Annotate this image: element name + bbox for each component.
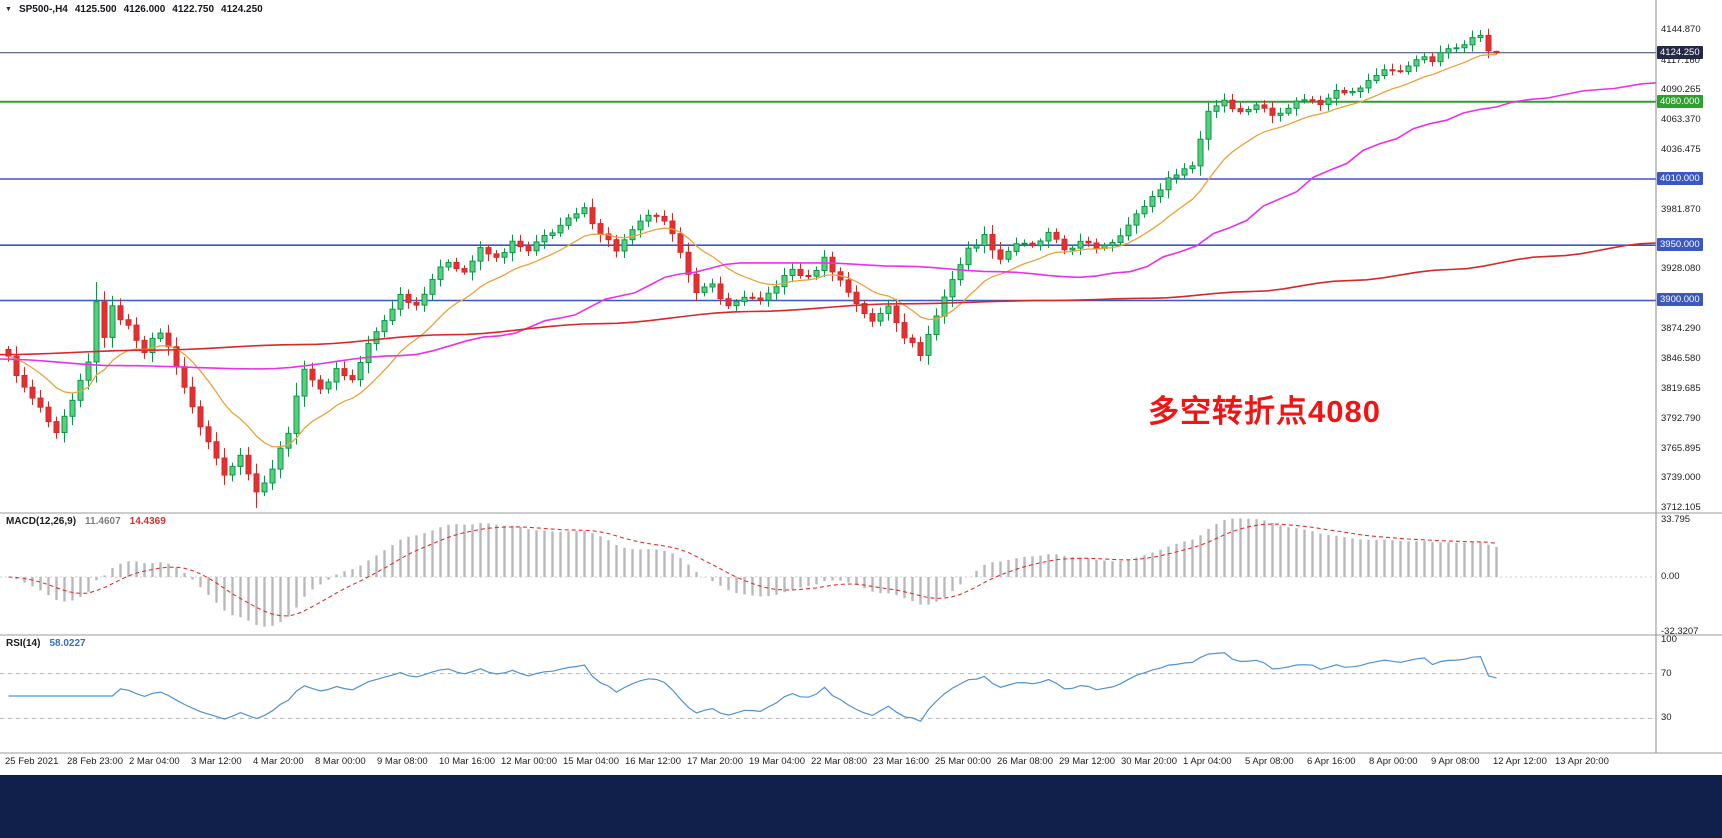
price-axis-tick: 4036.475 (1661, 143, 1701, 155)
price-tag-4124.250: 4124.250 (1657, 45, 1703, 59)
rsi-indicator-title: RSI(14) (6, 638, 41, 649)
rsi-axis-tick: 70 (1661, 667, 1672, 679)
price-axis[interactable]: 4144.870 4117.160 4090.265 4063.370 4036.475… (1656, 0, 1722, 754)
ma-medium-line[interactable] (0, 82, 1657, 370)
price-axis-tick: 4063.370 (1661, 114, 1701, 126)
time-axis-label: 17 Mar 20:00 (687, 756, 743, 767)
time-axis-label: 28 Feb 23:00 (67, 756, 123, 767)
price-tag-3900.000: 3900.000 (1657, 293, 1703, 307)
time-axis-label: 12 Mar 00:00 (501, 756, 557, 767)
time-axis-label: 30 Mar 20:00 (1121, 756, 1177, 767)
time-axis-label: 22 Mar 08:00 (811, 756, 867, 767)
time-axis-label: 2 Mar 04:00 (129, 756, 180, 767)
bar-low-value: 4122.750 (172, 4, 215, 15)
time-axis-label: 19 Mar 04:00 (749, 756, 805, 767)
symbol-ohlc-info: ▼ SP500-,H4 4125.500 4126.000 4122.750 4… (5, 4, 263, 15)
time-axis-label: 4 Mar 20:00 (253, 756, 304, 767)
macd-main-value: 11.4607 (85, 516, 121, 527)
macd-histogram (15, 518, 1498, 627)
bottom-bar (0, 775, 1722, 838)
macd-signal-line (8, 523, 1497, 617)
time-axis-label: 23 Mar 16:00 (873, 756, 929, 767)
macd-axis-tick: -32.3207 (1661, 625, 1699, 637)
time-axis[interactable]: 25 Feb 2021 28 Feb 23:00 2 Mar 04:00 3 Mar … (0, 756, 1722, 774)
time-axis-label: 26 Mar 08:00 (997, 756, 1053, 767)
macd-axis-tick: 0.00 (1661, 571, 1680, 582)
time-axis-label: 8 Mar 00:00 (315, 756, 366, 767)
time-axis-label: 25 Mar 00:00 (935, 756, 991, 767)
rsi-line (8, 652, 1497, 723)
price-tag-4080.000: 4080.000 (1657, 94, 1703, 108)
bar-close-value: 4124.250 (221, 4, 263, 15)
rsi-indicator-label: RSI(14) 58.0227 (6, 638, 86, 649)
time-axis-label: 25 Feb 2021 (5, 756, 59, 767)
price-tag-4010.000: 4010.000 (1657, 171, 1703, 185)
price-axis-tick: 3874.290 (1661, 322, 1701, 334)
price-axis-tick: 4144.870 (1661, 24, 1701, 35)
macd-signal-value: 14.4369 (129, 516, 166, 527)
price-axis-tick: 3819.685 (1661, 383, 1701, 395)
bar-high-value: 4126.000 (123, 4, 166, 15)
macd-indicator-title: MACD(12,26,9) (6, 516, 77, 527)
rsi-axis-tick: 100 (1661, 634, 1677, 645)
time-axis-label: 3 Mar 12:00 (191, 756, 242, 767)
time-axis-label: 29 Mar 12:00 (1059, 756, 1115, 767)
time-axis-label: 8 Apr 00:00 (1369, 756, 1418, 767)
chart-annotation-text: 多空转折点4080 (1148, 394, 1381, 429)
price-axis-tick: 3928.080 (1661, 263, 1701, 275)
time-axis-label: 9 Mar 08:00 (377, 756, 428, 767)
time-axis-label: 9 Apr 08:00 (1431, 756, 1480, 767)
time-axis-label: 16 Mar 12:00 (625, 756, 681, 767)
macd-indicator-label: MACD(12,26,9) 11.4607 14.4369 (6, 516, 166, 527)
price-axis-tick: 4090.265 (1661, 84, 1701, 96)
price-axis-tick: 3792.790 (1661, 412, 1701, 424)
ma-fast-line[interactable] (8, 53, 1497, 448)
chevron-down-icon[interactable]: ▼ (5, 6, 12, 13)
time-axis-label: 1 Apr 04:00 (1183, 756, 1232, 767)
price-tag-3950.000: 3950.000 (1657, 238, 1703, 252)
price-axis-tick: 3712.105 (1661, 502, 1701, 513)
price-axis-tick: 4117.160 (1661, 54, 1700, 66)
price-axis-tick: 3765.895 (1661, 442, 1701, 454)
time-axis-label: 12 Apr 12:00 (1493, 756, 1547, 767)
time-axis-label: 15 Mar 04:00 (563, 756, 619, 767)
rsi-value: 58.0227 (49, 638, 86, 649)
time-axis-label: 6 Apr 16:00 (1307, 756, 1356, 767)
panel-separators (0, 0, 1722, 754)
price-axis-tick: 3981.870 (1661, 204, 1701, 216)
symbol-timeframe-label: SP500-,H4 (18, 4, 68, 15)
time-axis-label: 10 Mar 16:00 (439, 756, 495, 767)
price-axis-tick: 3846.580 (1661, 353, 1701, 365)
price-axis-tick: 3739.000 (1661, 472, 1701, 484)
ma-slow-line[interactable] (0, 242, 1657, 356)
macd-axis-tick: 33.795 (1661, 514, 1691, 525)
time-axis-label: 5 Apr 08:00 (1245, 756, 1294, 767)
time-axis-label: 13 Apr 20:00 (1555, 756, 1609, 767)
rsi-axis-tick: 30 (1661, 712, 1672, 724)
bar-open-value: 4125.500 (74, 4, 117, 15)
candlesticks[interactable] (5, 28, 1500, 508)
